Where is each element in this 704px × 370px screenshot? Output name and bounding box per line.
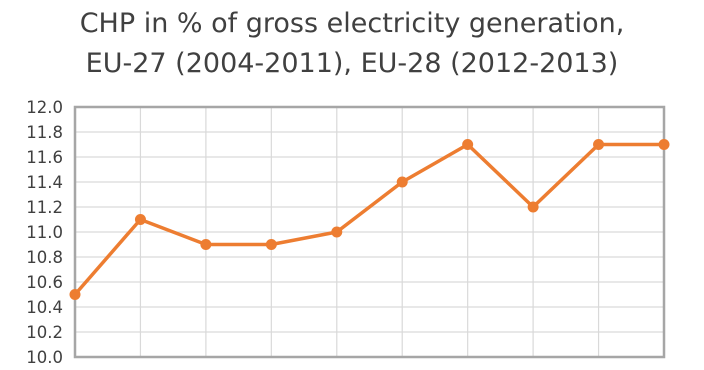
chart-title-line-1: CHP in % of gross electricity generation… <box>79 8 625 39</box>
y-tick-label: 10.6 <box>26 273 63 292</box>
series-line <box>73 142 664 296</box>
data-point-2007 <box>265 239 277 250</box>
data-point-2006 <box>200 239 212 250</box>
y-tick-label: 11.2 <box>26 198 63 217</box>
data-point-2011 <box>527 201 539 213</box>
y-tick-label: 12.0 <box>26 98 63 117</box>
data-point-2012 <box>593 139 605 150</box>
data-point-2013 <box>658 139 670 150</box>
y-tick-label: 10.2 <box>26 323 63 342</box>
data-point-2004 <box>69 289 81 300</box>
y-tick-label: 10.0 <box>26 348 63 367</box>
plot-frame <box>73 105 666 359</box>
data-point-2005 <box>134 214 146 225</box>
y-tick-label: 11.8 <box>26 123 63 142</box>
chart-title-line-2: EU-27 (2004-2011), EU-28 (2012-2013) <box>85 48 619 79</box>
y-tick-label: 10.8 <box>26 248 63 267</box>
data-point-2008 <box>331 226 343 238</box>
data-point-2010 <box>462 139 474 150</box>
y-tick-label: 11.6 <box>26 148 63 167</box>
y-tick-label: 10.4 <box>26 298 63 317</box>
chart-title: CHP in % of gross electricity generation… <box>0 4 704 84</box>
y-tick-label: 11.0 <box>26 223 63 242</box>
data-point-2009 <box>396 176 408 188</box>
y-tick-label: 11.4 <box>26 173 63 192</box>
